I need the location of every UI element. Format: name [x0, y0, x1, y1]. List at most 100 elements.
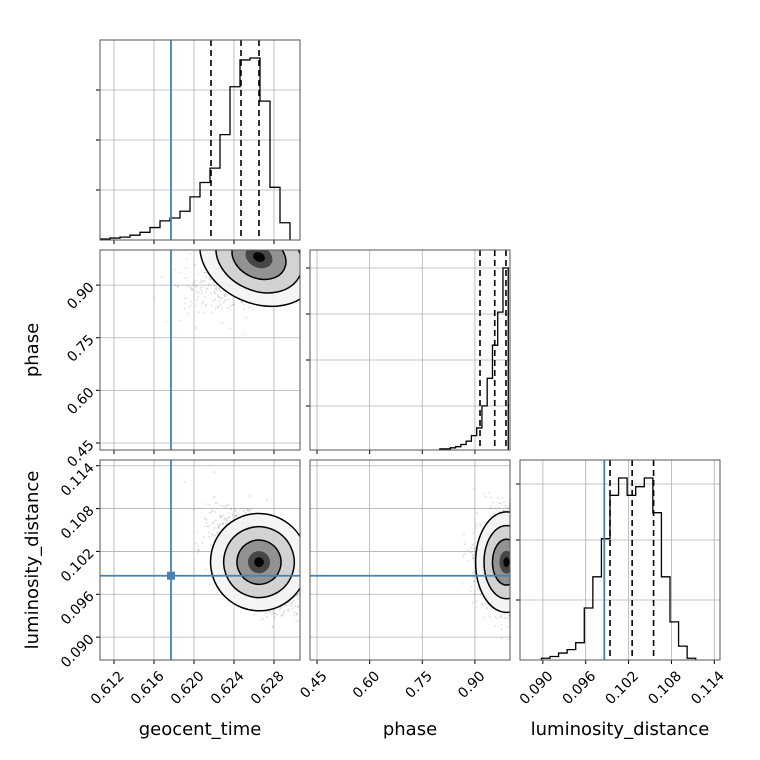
sample-point	[307, 585, 309, 587]
sample-point	[469, 586, 472, 588]
sample-point	[188, 305, 191, 308]
histogram-phase	[439, 267, 509, 450]
sample-point	[482, 616, 485, 619]
sample-point	[207, 524, 209, 527]
sample-point	[215, 531, 218, 534]
sample-point	[231, 304, 233, 307]
sample-point	[193, 281, 196, 284]
sample-point	[282, 611, 285, 614]
sample-point	[213, 292, 216, 295]
sample-point	[303, 250, 305, 252]
sample-point	[214, 471, 217, 474]
sample-point	[499, 614, 502, 616]
sample-point	[184, 267, 187, 270]
sample-point	[503, 501, 505, 503]
sample-point	[217, 287, 220, 290]
sample-point	[218, 296, 220, 298]
sample-point	[225, 518, 228, 521]
sample-point	[215, 287, 218, 290]
sample-point	[304, 598, 306, 600]
sample-point	[300, 572, 302, 574]
sample-point	[243, 507, 246, 510]
sample-point	[202, 311, 205, 314]
sample-point	[213, 290, 216, 292]
sample-point	[224, 295, 226, 298]
sample-point	[224, 522, 227, 525]
sample-point	[209, 278, 212, 281]
sample-point	[476, 512, 478, 515]
sample-point	[227, 516, 230, 519]
sample-point	[295, 595, 298, 597]
sample-point	[205, 568, 207, 571]
sample-point	[208, 535, 211, 538]
sample-point	[491, 501, 494, 504]
x-tick-label-geocent-time: 0.616	[128, 668, 168, 708]
sample-point	[463, 541, 466, 543]
sample-point	[218, 300, 221, 303]
panel-hist-geocent-time	[96, 39, 301, 244]
sample-point	[219, 515, 221, 517]
sample-point	[305, 255, 307, 257]
sample-point	[214, 502, 217, 505]
sample-point	[214, 511, 217, 513]
sample-point	[197, 544, 200, 547]
sample-point	[223, 293, 226, 296]
sample-point	[189, 252, 192, 255]
sample-point	[201, 302, 204, 305]
sample-point	[476, 525, 479, 528]
sample-point	[302, 250, 304, 252]
sample-point	[476, 606, 478, 609]
sample-point	[204, 304, 207, 307]
sample-point	[501, 496, 504, 499]
sample-point	[211, 311, 214, 314]
sample-point	[503, 613, 506, 615]
sample-point	[203, 271, 206, 274]
sample-point	[304, 571, 306, 573]
sample-point	[475, 523, 478, 526]
sample-point	[212, 300, 214, 302]
sample-point	[471, 543, 474, 546]
sample-point	[235, 514, 237, 517]
sample-point	[212, 281, 215, 284]
sample-point	[192, 283, 195, 286]
sample-point	[470, 546, 472, 549]
sample-point	[307, 250, 309, 252]
sample-point	[152, 296, 155, 299]
sample-point	[308, 250, 310, 252]
sample-point	[220, 516, 222, 519]
sample-point	[220, 514, 223, 517]
sample-point	[307, 250, 309, 252]
sample-point	[205, 276, 208, 279]
sample-point	[201, 542, 204, 545]
sample-point	[201, 292, 203, 295]
sample-point	[222, 523, 225, 526]
sample-point	[225, 299, 228, 302]
sample-point	[183, 307, 186, 310]
sample-point	[208, 277, 211, 280]
panel-luminosity-distance-vs-geocent-time-frame	[99, 459, 301, 661]
sample-point	[218, 296, 221, 299]
sample-point	[301, 250, 303, 252]
sample-point	[302, 250, 304, 252]
sample-point	[305, 255, 307, 257]
sample-point	[220, 307, 223, 310]
sample-point	[205, 521, 208, 524]
sample-point	[473, 554, 475, 557]
sample-point	[304, 250, 306, 252]
y-tick-label-phase: 0.90	[64, 279, 97, 312]
sample-point	[232, 303, 235, 306]
sample-point	[264, 612, 267, 614]
sample-point	[297, 595, 300, 598]
sample-point	[206, 288, 209, 291]
sample-point	[247, 306, 250, 309]
sample-point	[193, 263, 196, 266]
sample-point	[241, 300, 243, 303]
sample-point	[302, 597, 304, 599]
sample-point	[287, 608, 290, 611]
sample-point	[197, 548, 200, 551]
sample-point	[244, 511, 247, 514]
sample-point	[204, 503, 207, 505]
sample-point	[193, 508, 196, 511]
sample-point	[203, 517, 206, 520]
sample-point	[301, 584, 303, 586]
